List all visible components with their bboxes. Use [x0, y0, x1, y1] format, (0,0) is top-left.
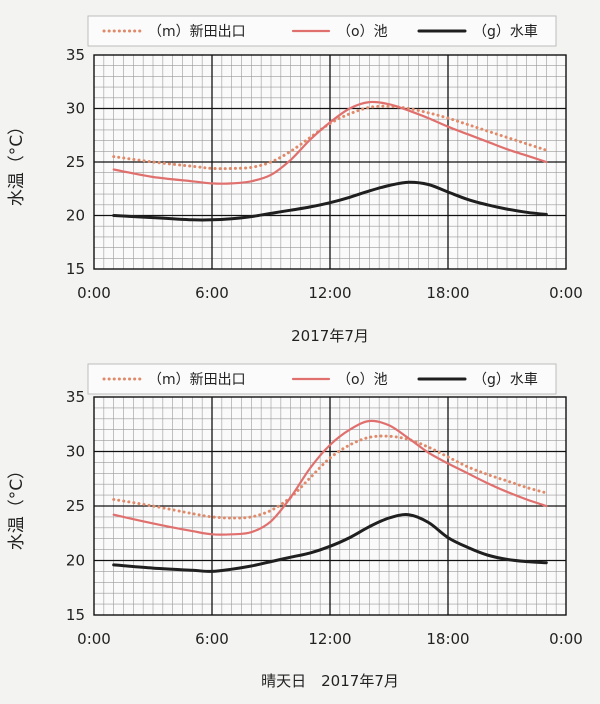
x-tick-label: 0:00: [549, 630, 583, 648]
legend-label: （o）池: [337, 372, 388, 388]
y-tick-label: 20: [66, 207, 85, 225]
y-tick-label: 35: [66, 46, 85, 64]
y-tick-label: 15: [66, 260, 85, 278]
series-line: [112, 434, 548, 520]
y-tick-label: 30: [66, 100, 85, 118]
plot-frame: [93, 54, 567, 270]
x-tick-label: 0:00: [77, 630, 111, 648]
gridlines: [94, 397, 566, 615]
series-line: [112, 513, 548, 573]
x-axis-label: 2017年7月: [291, 327, 369, 345]
series-line: [112, 100, 548, 185]
legend: （m）新田出口 （o）池 （g）水車: [87, 15, 557, 47]
y-tick-label: 25: [66, 497, 85, 515]
series-line: [112, 180, 548, 222]
y-tick-label: 15: [66, 606, 85, 624]
legend-label: （m）新田出口: [148, 372, 246, 388]
legend-label: （g）水車: [473, 371, 538, 388]
legend-label: （g）水車: [473, 23, 538, 40]
x-axis-label: 晴天日 2017年7月: [261, 672, 399, 690]
x-tick-label: 18:00: [426, 630, 469, 648]
y-tick-label: 25: [66, 153, 85, 171]
x-tick-label: 18:00: [426, 284, 469, 302]
y-axis-label: 水温（°C）: [7, 462, 27, 550]
chart-1: 15 20 25 30 35 0:00 6:00 12:00 18:00 0:00 2017年7月 水…: [7, 15, 583, 345]
x-tick-label: 6:00: [195, 630, 229, 648]
series-line: [112, 419, 548, 536]
x-tick-label: 0:00: [549, 284, 583, 302]
y-axis-label: 水温（°C）: [7, 118, 27, 206]
y-tick-label: 35: [66, 388, 85, 406]
legend-label: （o）池: [337, 24, 388, 40]
x-tick-label: 12:00: [308, 284, 351, 302]
x-tick-label: 0:00: [77, 284, 111, 302]
y-tick-label: 30: [66, 443, 85, 461]
x-tick-label: 12:00: [308, 630, 351, 648]
plot-frame: [93, 396, 567, 616]
gridlines: [94, 55, 566, 269]
series-line: [112, 104, 548, 171]
chart-2: 15 20 25 30 35 0:00 6:00 12:00 18:00 0:00 晴天日 2017…: [7, 363, 583, 690]
y-tick-label: 20: [66, 552, 85, 570]
legend: （m）新田出口 （o）池 （g）水車: [87, 363, 557, 395]
x-tick-label: 6:00: [195, 284, 229, 302]
legend-label: （m）新田出口: [148, 24, 246, 40]
